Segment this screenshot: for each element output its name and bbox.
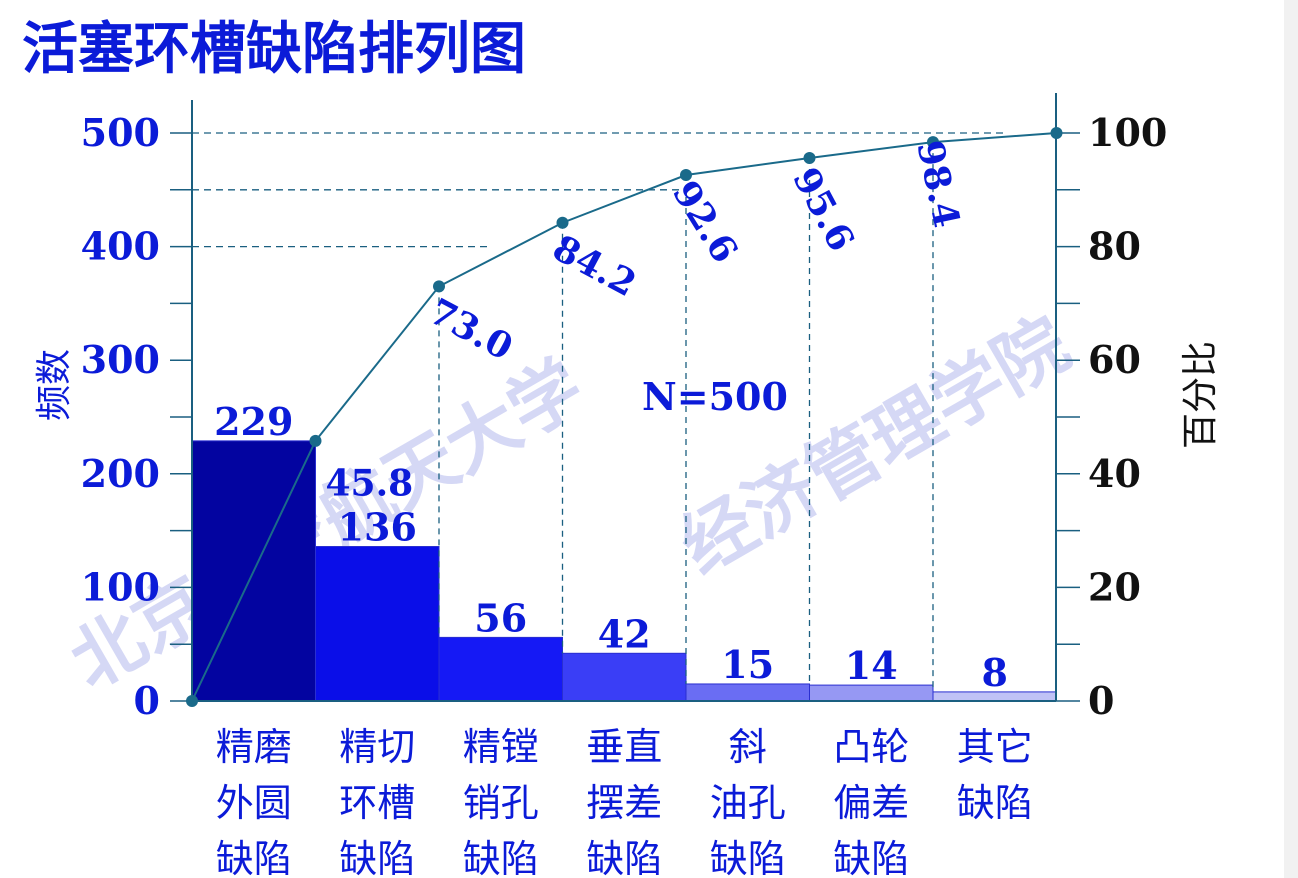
cumulative-point-6 bbox=[927, 136, 939, 149]
category-label-2-line-3: 缺陷 bbox=[339, 837, 415, 878]
cumulative-point-4 bbox=[680, 169, 692, 182]
y-tick-label: 300 bbox=[81, 337, 160, 382]
category-label-4-line-1: 垂直 bbox=[586, 725, 662, 769]
y-axis-right-label: 百分比 bbox=[1180, 341, 1221, 449]
y-right-tick-label: 0 bbox=[1088, 678, 1114, 723]
y-tick-label: 0 bbox=[134, 678, 160, 723]
cumulative-line bbox=[191, 132, 1057, 702]
scrollbar-track[interactable] bbox=[1284, 0, 1298, 878]
y-tick-label: 100 bbox=[81, 564, 160, 609]
y-right-tick-label: 20 bbox=[1088, 564, 1141, 609]
category-label-7-line-1: 其它 bbox=[957, 725, 1033, 769]
y-right-tick-label: 60 bbox=[1088, 337, 1141, 382]
bar-value-label-1: 229 bbox=[214, 399, 293, 444]
category-label-4-line-2: 摆差 bbox=[586, 781, 662, 825]
cumulative-label-1: 45.8 bbox=[326, 462, 414, 504]
bar-value-label-6: 14 bbox=[845, 643, 898, 688]
category-label-2-line-2: 环槽 bbox=[339, 781, 415, 825]
cumulative-point-5 bbox=[803, 151, 816, 164]
cumulative-point-2 bbox=[433, 280, 445, 293]
bar-3 bbox=[438, 636, 563, 702]
cumulative-point-3 bbox=[556, 216, 569, 229]
cumulative-label-4: 92.6 bbox=[664, 174, 746, 271]
bar-4 bbox=[562, 652, 687, 702]
category-label-2-line-1: 精切 bbox=[339, 725, 415, 769]
category-label-5-line-3: 缺陷 bbox=[710, 837, 786, 878]
bar-value-label-4: 42 bbox=[598, 611, 651, 656]
y-tick-label: 500 bbox=[81, 110, 160, 155]
cumulative-point-1 bbox=[309, 434, 322, 447]
bar-value-label-3: 56 bbox=[474, 595, 527, 640]
category-label-4-line-3: 缺陷 bbox=[586, 837, 662, 878]
category-label-7-line-2: 缺陷 bbox=[957, 781, 1033, 825]
cumulative-label-5: 95.6 bbox=[784, 161, 862, 258]
sample-size-annotation: N=500 bbox=[642, 374, 788, 419]
bar-value-label-7: 8 bbox=[982, 650, 1008, 695]
watermark-text-2: 经济管理学院 bbox=[666, 300, 1083, 590]
category-label-6-line-3: 缺陷 bbox=[833, 837, 909, 878]
bar-value-label-2: 136 bbox=[338, 505, 417, 550]
y-axis-label: 频数 bbox=[34, 349, 75, 421]
category-label-3-line-3: 缺陷 bbox=[463, 837, 539, 878]
cumulative-label-6: 98.4 bbox=[908, 137, 967, 232]
bar-2 bbox=[315, 546, 440, 702]
category-label-1-line-1: 精磨 bbox=[216, 725, 292, 769]
cumulative-label-3: 84.2 bbox=[546, 227, 643, 305]
category-label-5-line-1: 斜 bbox=[729, 725, 767, 769]
category-label-5-line-2: 油孔 bbox=[710, 781, 786, 825]
category-label-1-line-2: 外圆 bbox=[216, 781, 292, 825]
cumulative-label-2: 73.0 bbox=[422, 291, 519, 369]
chart-title: 活塞环槽缺陷排列图 bbox=[22, 17, 526, 82]
y-right-tick-label: 100 bbox=[1088, 110, 1167, 155]
y-right-tick-label: 80 bbox=[1088, 224, 1141, 269]
cumulative-point-7 bbox=[1050, 127, 1063, 139]
category-label-6-line-1: 凸轮 bbox=[833, 725, 909, 769]
category-label-3-line-2: 销孔 bbox=[463, 781, 539, 825]
category-label-1-line-3: 缺陷 bbox=[216, 837, 292, 878]
y-tick-label: 200 bbox=[81, 451, 160, 496]
cumulative-point-0 bbox=[186, 695, 198, 707]
category-label-6-line-2: 偏差 bbox=[833, 781, 909, 825]
y-tick-label: 400 bbox=[81, 224, 160, 269]
category-label-3-line-1: 精镗 bbox=[463, 725, 539, 769]
y-right-tick-label: 40 bbox=[1088, 451, 1141, 496]
bar-value-label-5: 15 bbox=[721, 642, 774, 687]
